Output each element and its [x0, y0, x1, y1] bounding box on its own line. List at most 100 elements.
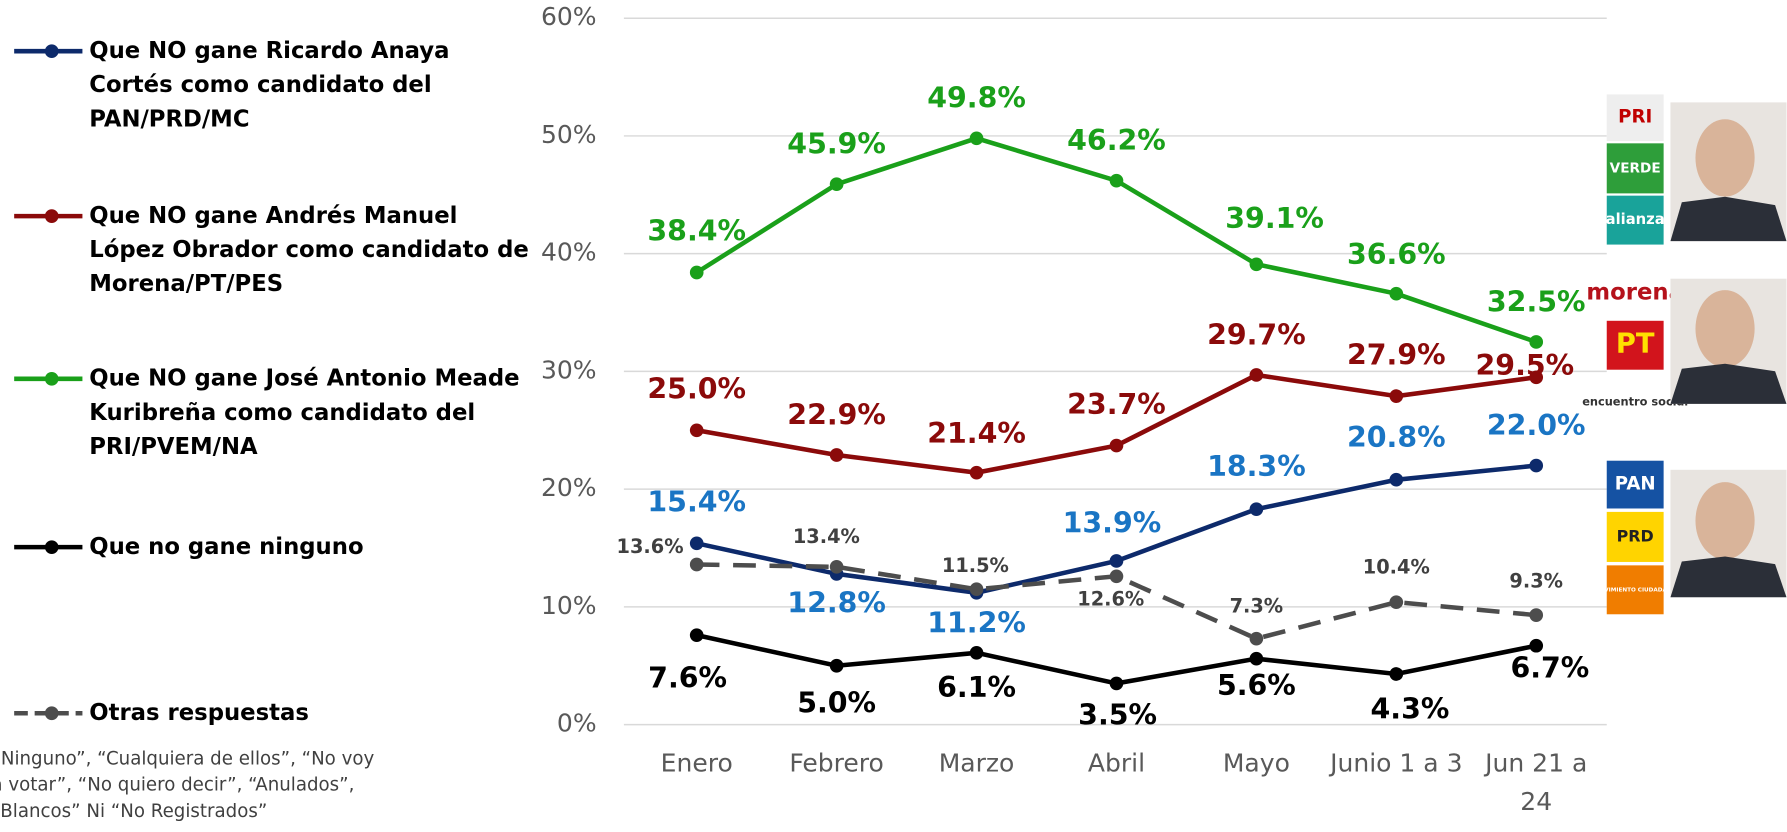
legend-marker — [45, 540, 59, 554]
point — [830, 659, 844, 673]
point — [970, 131, 984, 145]
legend-entry: Que NO gane José Antonio Meade Kuribreña… — [89, 361, 538, 463]
x-tick-label: Enero — [626, 745, 767, 784]
party-logo-text: PRD — [1617, 526, 1654, 545]
y-tick-label: 40% — [541, 238, 597, 267]
legend-entry-box: Que no gane ninguno — [89, 529, 538, 643]
y-tick-label: 10% — [541, 591, 597, 620]
point — [1250, 368, 1264, 382]
page: {"chart_data": {"type": "line", "categor… — [0, 0, 1787, 827]
data-label: 49.8% — [927, 82, 1026, 115]
legend-entry-box: Que NO gane José Antonio Meade Kuribreña… — [89, 361, 538, 475]
point — [1110, 554, 1124, 568]
photo-head — [1695, 119, 1754, 196]
point — [1529, 335, 1543, 349]
y-tick-label: 30% — [541, 355, 597, 384]
point — [690, 423, 704, 437]
photo-head — [1695, 290, 1754, 367]
party-logo-text: MOVIMIENTO CIUDADANO — [1594, 587, 1677, 593]
x-tick-label: Abril — [1046, 745, 1187, 784]
y-tick-label: 0% — [557, 709, 597, 738]
party-logo-text: alianza — [1606, 211, 1665, 228]
legend-marker — [45, 209, 59, 223]
y-tick-label: 60% — [541, 2, 597, 31]
data-label: 7.3% — [1230, 594, 1284, 617]
data-label: 7.6% — [648, 662, 727, 695]
x-tick-label-box: Febrero — [766, 745, 907, 827]
point — [1389, 389, 1403, 403]
data-label: 23.7% — [1067, 388, 1166, 421]
point — [1389, 473, 1403, 487]
data-label: 11.2% — [927, 607, 1026, 640]
photo-head — [1695, 482, 1754, 559]
legend-entry: Que NO gane Ricardo Anaya Cortés como ca… — [89, 33, 538, 135]
point — [1110, 569, 1124, 583]
legend-entry-box: Que NO gane Andrés Manuel López Obrador … — [89, 198, 538, 312]
party-logo-text: PT — [1616, 329, 1655, 360]
data-label: 20.8% — [1347, 421, 1446, 454]
legend-entry: Otras respuestas — [89, 695, 538, 729]
x-tick-label-box: Marzo — [906, 745, 1047, 827]
point — [830, 448, 844, 462]
data-label: 13.9% — [1063, 507, 1162, 540]
point — [1110, 174, 1124, 188]
x-tick-label: Febrero — [766, 745, 907, 784]
data-label: 36.6% — [1347, 238, 1446, 271]
data-label: 38.4% — [647, 215, 746, 248]
point — [970, 466, 984, 480]
data-label: 22.0% — [1487, 409, 1586, 442]
data-label: 3.5% — [1078, 698, 1157, 731]
data-label: 18.3% — [1207, 450, 1306, 483]
data-label: 21.4% — [927, 417, 1026, 450]
legend-note: “Ninguno”, “Cualquiera de ellos”, “No vo… — [0, 745, 390, 823]
x-tick-label-box: Mayo — [1186, 745, 1327, 827]
point — [1110, 439, 1124, 453]
point — [1389, 667, 1403, 681]
point — [690, 628, 704, 642]
point — [830, 560, 844, 574]
legend-entry-box: Que NO gane Ricardo Anaya Cortés como ca… — [89, 33, 538, 147]
party-logo-text: PAN — [1615, 474, 1656, 495]
chart: 0% 10% 20% 30% 40% 50% 60% EneroFebreroMarzoAbr… — [0, 0, 1787, 827]
data-label: 4.3% — [1371, 692, 1450, 725]
x-tick-label-box: Jun 21 a 24 — [1466, 745, 1607, 827]
legend-marker — [45, 706, 59, 720]
data-label: 12.6% — [1077, 588, 1144, 611]
data-label: 6.1% — [937, 671, 1016, 704]
point — [1250, 257, 1264, 271]
data-label: 46.2% — [1067, 124, 1166, 157]
data-label: 25.0% — [647, 372, 746, 405]
data-label: 27.9% — [1347, 338, 1446, 371]
legend-marker — [45, 372, 59, 386]
data-label: 29.7% — [1207, 318, 1306, 351]
y-tick-label: 50% — [541, 120, 597, 149]
data-label: 29.5% — [1476, 349, 1575, 382]
party-logo-text: morena — [1586, 279, 1684, 305]
x-tick-label: Mayo — [1186, 745, 1327, 784]
legend-note-box: “Ninguno”, “Cualquiera de ellos”, “No vo… — [0, 745, 390, 827]
data-label: 6.7% — [1510, 652, 1589, 685]
x-tick-label: Jun 21 a 24 — [1466, 745, 1607, 822]
point — [1250, 652, 1264, 666]
point — [1529, 608, 1543, 622]
data-label: 45.9% — [787, 128, 886, 161]
point — [970, 646, 984, 660]
data-label: 5.0% — [797, 686, 876, 719]
data-label: 15.4% — [647, 485, 746, 518]
data-label: 39.1% — [1225, 202, 1324, 235]
x-tick-label: Marzo — [906, 745, 1047, 784]
y-tick-label: 20% — [541, 473, 597, 502]
data-label: 12.8% — [787, 587, 886, 620]
series-line — [697, 635, 1537, 683]
party-logo-text: VERDE — [1610, 160, 1661, 176]
x-tick-label-box: Enero — [626, 745, 767, 827]
point — [690, 266, 704, 280]
data-label: 13.6% — [617, 535, 684, 558]
data-label: 11.5% — [942, 554, 1009, 577]
point — [1529, 459, 1543, 473]
legend-entry: Que NO gane Andrés Manuel López Obrador … — [89, 198, 538, 300]
x-tick-label-box: Abril — [1046, 745, 1187, 827]
data-label: 32.5% — [1487, 285, 1586, 318]
party-logo-text: PRI — [1618, 107, 1652, 128]
point — [690, 558, 704, 572]
